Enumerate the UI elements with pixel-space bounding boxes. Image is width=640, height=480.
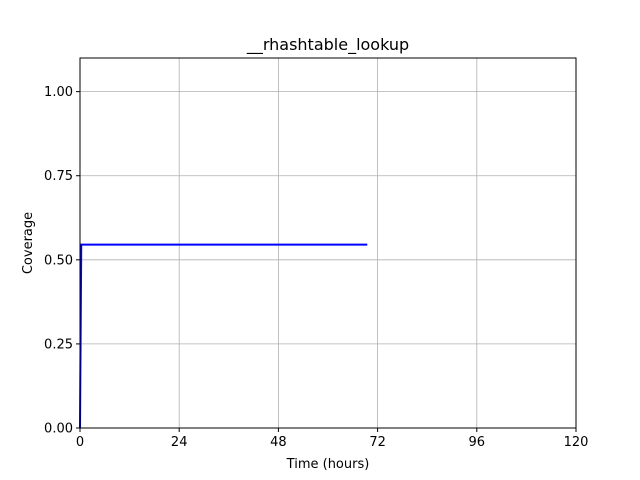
ticks: 0 24 48 72 96 120 0.00 0.25 0.50 0.75 1.00	[44, 85, 588, 450]
x-tick-label: 48	[270, 435, 287, 450]
y-tick-label: 0.25	[44, 337, 73, 352]
x-tick-label: 0	[76, 435, 84, 450]
y-tick-label: 0.50	[44, 253, 73, 268]
x-tick-label: 96	[469, 435, 486, 450]
x-tick-label: 24	[171, 435, 188, 450]
x-tick-label: 72	[369, 435, 386, 450]
y-tick-label: 1.00	[44, 85, 73, 100]
x-axis-label: Time (hours)	[286, 457, 370, 472]
y-tick-label: 0.75	[44, 169, 73, 184]
plot-frame	[79, 57, 577, 429]
y-tick-label: 0.00	[44, 422, 73, 437]
x-tick-label: 120	[564, 435, 589, 450]
chart-title: __rhashtable_lookup	[246, 35, 409, 55]
y-axis-label: Coverage	[21, 212, 36, 274]
